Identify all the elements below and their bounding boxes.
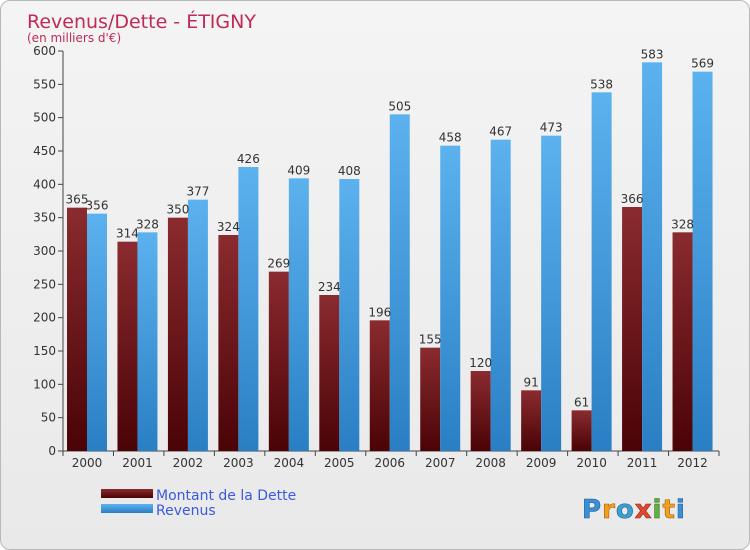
y-tick-label: 150 (33, 344, 56, 358)
y-tick-label: 550 (33, 77, 56, 91)
bar-revenue-2003 (238, 167, 259, 451)
y-tick-label: 600 (33, 44, 56, 58)
x-tick-label-2003: 2003 (223, 456, 254, 470)
data-label-debt-2002: 350 (166, 203, 189, 217)
proxiti-logo: Proxiti (582, 495, 686, 526)
x-tick-label-2009: 2009 (526, 456, 557, 470)
bar-revenue-2002 (187, 199, 208, 451)
data-label-debt-2004: 269 (267, 257, 290, 271)
bar-debt-2002 (167, 217, 188, 451)
bar-revenue-2000 (87, 213, 107, 451)
data-label-debt-2008: 120 (469, 356, 492, 370)
bar-revenue-2006 (389, 114, 410, 451)
bar-revenue-2012 (692, 71, 713, 452)
data-label-revenue-2004: 409 (287, 163, 310, 177)
data-label-revenue-2000: 356 (86, 199, 109, 213)
x-tick-label-2002: 2002 (173, 456, 204, 470)
data-label-debt-2000: 365 (66, 193, 89, 207)
x-tick-label-2005: 2005 (324, 456, 355, 470)
y-tick-label: 450 (33, 144, 56, 158)
y-tick-label: 400 (33, 177, 56, 191)
bar-debt-2008 (470, 371, 491, 451)
y-tick-label: 50 (41, 411, 56, 425)
data-label-revenue-2008: 467 (489, 125, 512, 139)
bar-revenue-2011 (642, 62, 663, 451)
bar-debt-2000 (67, 207, 87, 451)
x-tick-label-2011: 2011 (627, 456, 658, 470)
x-tick-label-2004: 2004 (274, 456, 305, 470)
data-label-debt-2010: 61 (574, 395, 589, 409)
x-tick-label-2000: 2000 (72, 456, 103, 470)
data-label-debt-2006: 196 (368, 305, 391, 319)
y-tick-label: 250 (33, 277, 56, 291)
data-label-revenue-2002: 377 (186, 185, 209, 199)
x-tick-label-2012: 2012 (677, 456, 708, 470)
y-tick-label: 300 (33, 244, 56, 258)
data-label-revenue-2007: 458 (439, 131, 462, 145)
bar-debt-2004 (268, 271, 289, 451)
data-label-debt-2012: 328 (671, 217, 694, 231)
x-tick-label-2010: 2010 (576, 456, 607, 470)
bar-revenue-2009 (541, 135, 562, 451)
bar-revenue-2007 (440, 145, 461, 451)
bar-revenue-2001 (137, 232, 158, 451)
bar-debt-2006 (369, 320, 390, 451)
x-tick-label-2001: 2001 (122, 456, 153, 470)
data-label-debt-2007: 155 (419, 333, 442, 347)
y-tick-label: 350 (33, 211, 56, 225)
y-tick-label: 100 (33, 377, 56, 391)
x-tick-label-2008: 2008 (475, 456, 506, 470)
bar-revenue-2008 (490, 139, 511, 451)
bar-debt-2011 (622, 207, 643, 451)
y-tick-label: 500 (33, 111, 56, 125)
data-label-revenue-2012: 569 (691, 57, 714, 71)
data-label-debt-2003: 324 (217, 220, 240, 234)
bar-revenue-2004 (288, 178, 309, 452)
data-label-revenue-2003: 426 (237, 152, 260, 166)
data-label-revenue-2001: 328 (136, 217, 159, 231)
data-labels: 3653563143283503773244262694092344081965… (66, 47, 714, 409)
data-label-revenue-2005: 408 (338, 164, 361, 178)
legend: Montant de la Dette Revenus (101, 488, 296, 519)
chart-title: Revenus/Dette - ÉTIGNY (27, 10, 256, 33)
legend-swatch-debt (101, 489, 153, 498)
chart-subtitle: (en milliers d'€) (27, 31, 121, 45)
data-label-debt-2011: 366 (621, 192, 644, 206)
legend-swatch-revenue (101, 504, 153, 513)
data-label-revenue-2010: 538 (590, 77, 613, 91)
bar-debt-2005 (319, 295, 340, 451)
data-label-revenue-2006: 505 (388, 99, 411, 113)
legend-label-debt: Montant de la Dette (156, 488, 296, 504)
bars (67, 62, 713, 452)
x-tick-label-2006: 2006 (374, 456, 405, 470)
bar-debt-2001 (117, 241, 138, 451)
data-label-debt-2001: 314 (116, 227, 139, 241)
svg-text:Proxiti: Proxiti (582, 495, 686, 525)
data-label-debt-2009: 91 (524, 375, 539, 389)
bar-debt-2009 (521, 390, 542, 451)
bar-debt-2010 (571, 410, 592, 451)
data-label-debt-2005: 234 (318, 280, 341, 294)
data-label-revenue-2011: 583 (641, 47, 664, 61)
legend-label-revenue: Revenus (156, 503, 216, 519)
x-tick-label-2007: 2007 (425, 456, 456, 470)
y-axis: 0 50 100 150 200 250 300 350 400 450 500 550 600 (33, 44, 64, 458)
data-label-revenue-2009: 473 (540, 121, 563, 135)
x-axis: 2000 2001 2002 2003 2004 2005 2006 2007 2008 2009… (62, 450, 720, 470)
bar-debt-2003 (218, 235, 239, 451)
bar-debt-2012 (672, 232, 693, 451)
bar-debt-2007 (420, 347, 441, 451)
bar-revenue-2005 (339, 179, 360, 451)
y-tick-label: 0 (48, 444, 56, 458)
y-tick-label: 200 (33, 311, 56, 325)
bar-revenue-2010 (591, 92, 612, 451)
